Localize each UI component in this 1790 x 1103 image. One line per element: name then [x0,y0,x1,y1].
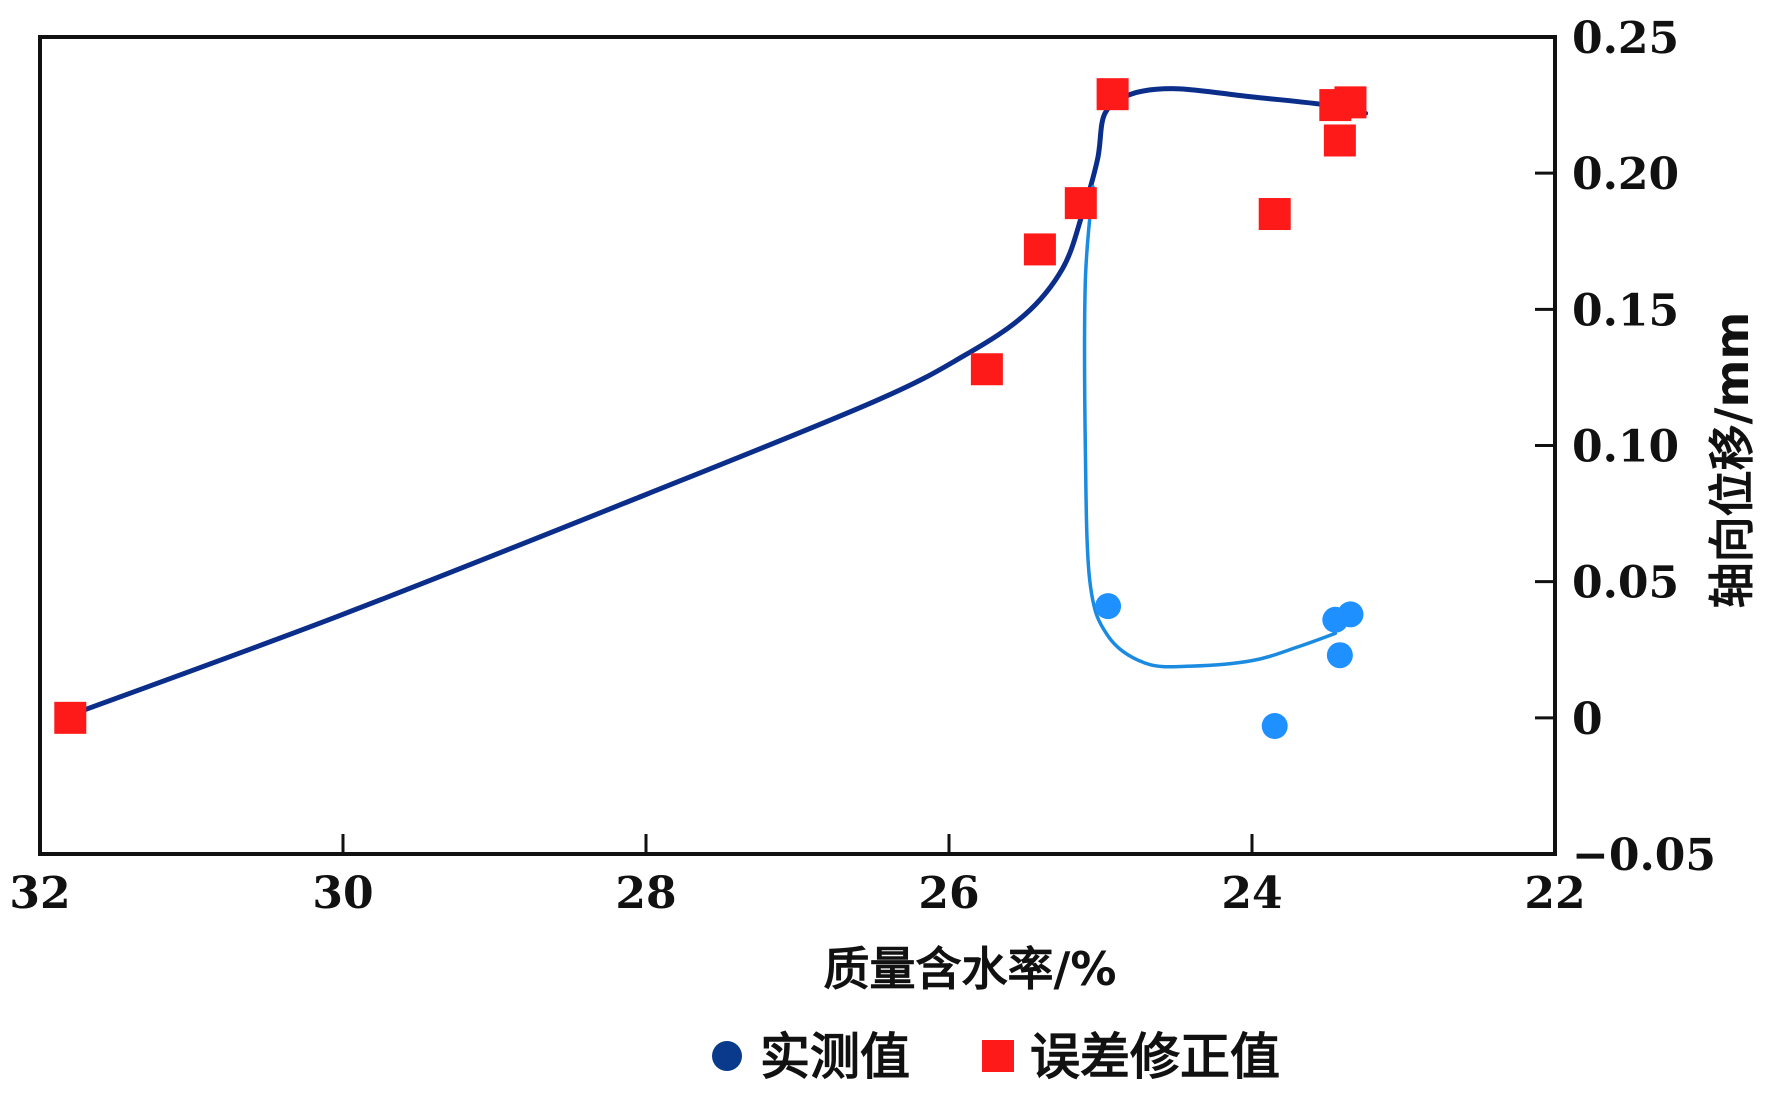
data-point-corrected-1 [54,701,87,734]
legend-marker-square [982,1040,1014,1072]
data-point-corrected-7 [1334,86,1367,119]
legend-label-corrected: 误差修正值 [1030,1028,1280,1086]
fit-curves [60,86,1369,721]
x-tick-label: 32 [9,868,70,919]
data-point-corrected-5 [1096,78,1129,111]
x-tick-label: 22 [1524,868,1585,919]
data-point-corrected-4 [1064,187,1097,220]
fit-curve-1 [60,86,1369,721]
y-axis-title: 轴向位移/mm [1705,312,1759,609]
fit-curve-2 [1082,185,1338,669]
y-tick-label: 0 [1572,694,1603,745]
x-tick-label: 30 [312,868,373,919]
data-point-corrected-9 [1258,198,1291,231]
plot-frame [38,35,1557,856]
data-point-measured-5 [1261,713,1288,740]
y-tick-label: −0.05 [1572,830,1716,881]
legend-marker-circle [712,1041,742,1071]
y-tick-label: 0.05 [1572,558,1679,609]
x-axis-ticks: 32 30 28 26 24 22 [9,834,1586,919]
data-point-measured-4 [1326,642,1353,669]
x-tick-label: 26 [918,868,979,919]
x-tick-label: 28 [615,868,676,919]
data-point-corrected-2 [970,353,1003,386]
data-point-corrected-3 [1023,233,1056,266]
data-point-measured-3 [1337,601,1364,628]
legend-label-measured: 实测值 [760,1028,910,1086]
legend: 实测值 误差修正值 [712,1028,1280,1086]
y-axis-ticks: 0.25 0.20 0.15 0.10 0.05 0 −0.05 [1535,13,1716,881]
y-tick-label: 0.15 [1572,285,1679,336]
y-tick-label: 0.20 [1572,149,1679,200]
x-tick-label: 24 [1221,868,1282,919]
x-axis-title: 质量含水率/% [824,942,1117,996]
y-tick-label: 0.10 [1572,422,1679,473]
data-points [54,78,1367,740]
data-point-corrected-8 [1323,124,1356,157]
data-point-measured-1 [1095,593,1122,620]
y-tick-label: 0.25 [1572,13,1679,64]
